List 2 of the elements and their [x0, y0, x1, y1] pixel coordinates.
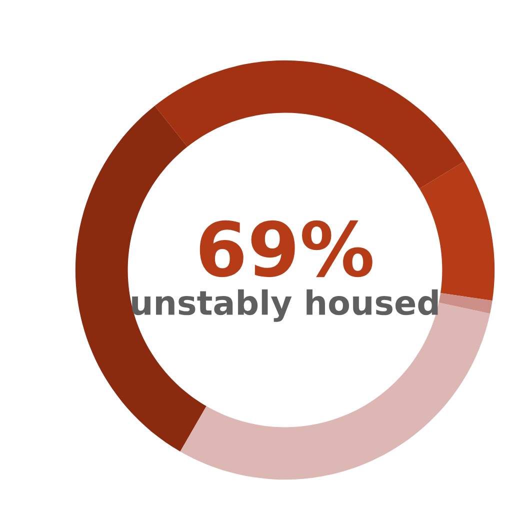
text: unstably housed — [132, 289, 438, 322]
text: 69% — [200, 220, 372, 278]
